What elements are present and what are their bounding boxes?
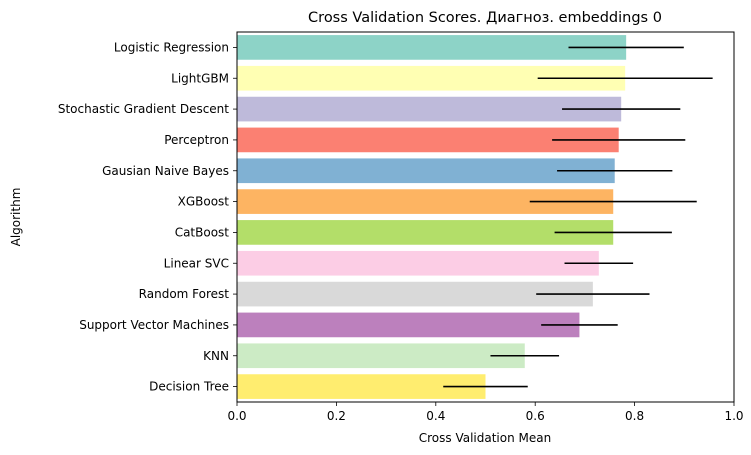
- y-tick-label-5: XGBoost: [178, 195, 230, 209]
- y-tick-label-2: Stochastic Gradient Descent: [58, 102, 229, 116]
- y-tick-label-8: Random Forest: [139, 287, 230, 301]
- y-tick-label-9: Support Vector Machines: [79, 318, 229, 332]
- x-ticks: 0.0 0.2 0.4 0.6 0.8 1.0: [227, 402, 744, 423]
- plot-frame: [236, 31, 735, 403]
- y-tick-label-0: Logistic Regression: [114, 40, 229, 54]
- bar-8: [237, 281, 593, 307]
- x-tick-label-4: 0.8: [625, 409, 644, 423]
- bar-7: [237, 250, 599, 276]
- x-tick-label-3: 0.6: [526, 409, 545, 423]
- x-axis-label: Cross Validation Mean: [419, 431, 551, 445]
- y-tick-label-11: Decision Tree: [149, 380, 229, 394]
- x-tick-label-5: 1.0: [724, 409, 743, 423]
- bar-0: [237, 35, 627, 60]
- y-tick-label-10: KNN: [203, 349, 229, 363]
- y-tick-label-3: Perceptron: [164, 133, 229, 147]
- bar-2: [237, 96, 622, 122]
- y-tick-labels: Logistic Regression LightGBM Stochastic Gr…: [58, 40, 237, 394]
- chart-title: Cross Validation Scores. Диагноз. embedd…: [308, 10, 662, 26]
- x-tick-label-2: 0.4: [426, 409, 445, 423]
- bar-4: [237, 158, 615, 184]
- bar-6: [237, 220, 614, 245]
- y-axis-label: Algorithm: [9, 188, 23, 247]
- error-bars-layer: [443, 46, 713, 388]
- y-tick-label-4: Gausian Naive Bayes: [102, 164, 229, 178]
- y-tick-label-6: CatBoost: [175, 225, 230, 239]
- x-tick-label-0: 0.0: [227, 409, 246, 423]
- y-tick-label-1: LightGBM: [171, 71, 229, 85]
- bars-layer: [237, 35, 627, 399]
- y-tick-label-7: Linear SVC: [164, 256, 229, 270]
- x-tick-label-1: 0.2: [327, 409, 346, 423]
- bar-10: [237, 343, 525, 369]
- bar-9: [237, 312, 580, 338]
